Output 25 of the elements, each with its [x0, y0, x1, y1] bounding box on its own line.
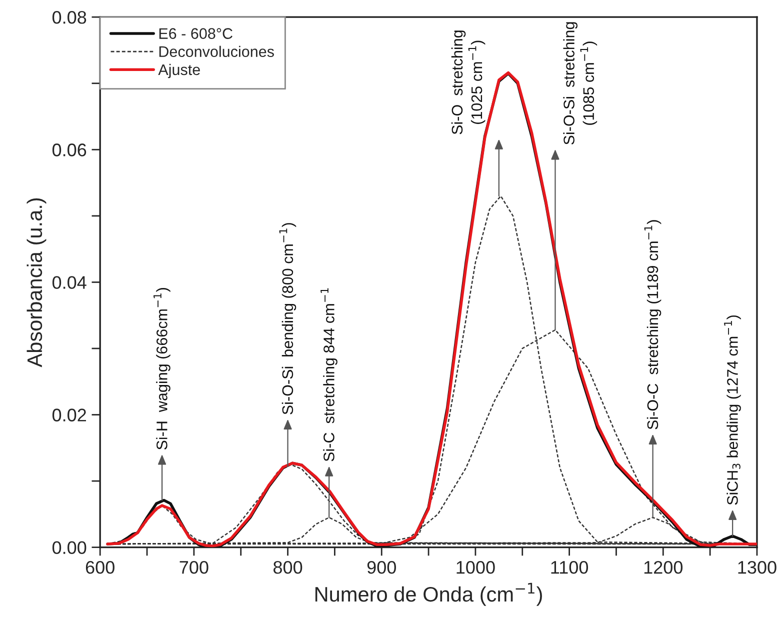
x-tick-label: 800 [274, 560, 302, 574]
x-tick-label: 700 [180, 560, 208, 574]
x-tick-label: 600 [86, 560, 114, 574]
y-tick-label: 0.04 [52, 276, 86, 289]
x-tick-label: 1300 [738, 560, 776, 574]
y-tick-label: 0.00 [52, 541, 86, 554]
legend-label: Deconvoluciones [159, 46, 274, 58]
x-tick-label: 900 [367, 560, 396, 574]
annotation: Si-O-C stretching (1189 cm$^{−1}$) [644, 220, 662, 430]
annotation: SiCH$_{3}$ bending (1274 cm$^{−1}$) [724, 315, 741, 505]
annotation: Si-H waging (666cm$^{−1}$) [154, 288, 170, 450]
legend-label: E6 - 608°C [159, 28, 232, 39]
y-axis-title: Absorbancia (u.a.) [26, 198, 46, 368]
annotation: Si-O-Si stretching (1085 cm$^{−1}$) [563, 22, 598, 144]
annotation: Si-O-Si bending (800 cm$^{−1}$) [279, 223, 296, 414]
y-tick-label: 0.08 [52, 11, 86, 24]
x-tick-label: 1000 [456, 560, 495, 574]
x-tick-label: 1100 [551, 560, 588, 574]
annotation: Si-C stretching 844 cm$^{−1}$ [320, 288, 338, 462]
y-tick-label: 0.02 [52, 408, 86, 422]
legend-label: Ajuste [158, 64, 200, 78]
x-axis-title: Numero de Onda (cm$^{−1}$) [315, 582, 542, 606]
y-tick-label: 0.06 [52, 144, 86, 156]
annotation: Si-O stretching (1025 cm$^{−1}$) [451, 30, 486, 134]
x-tick-label: 1200 [644, 560, 683, 574]
